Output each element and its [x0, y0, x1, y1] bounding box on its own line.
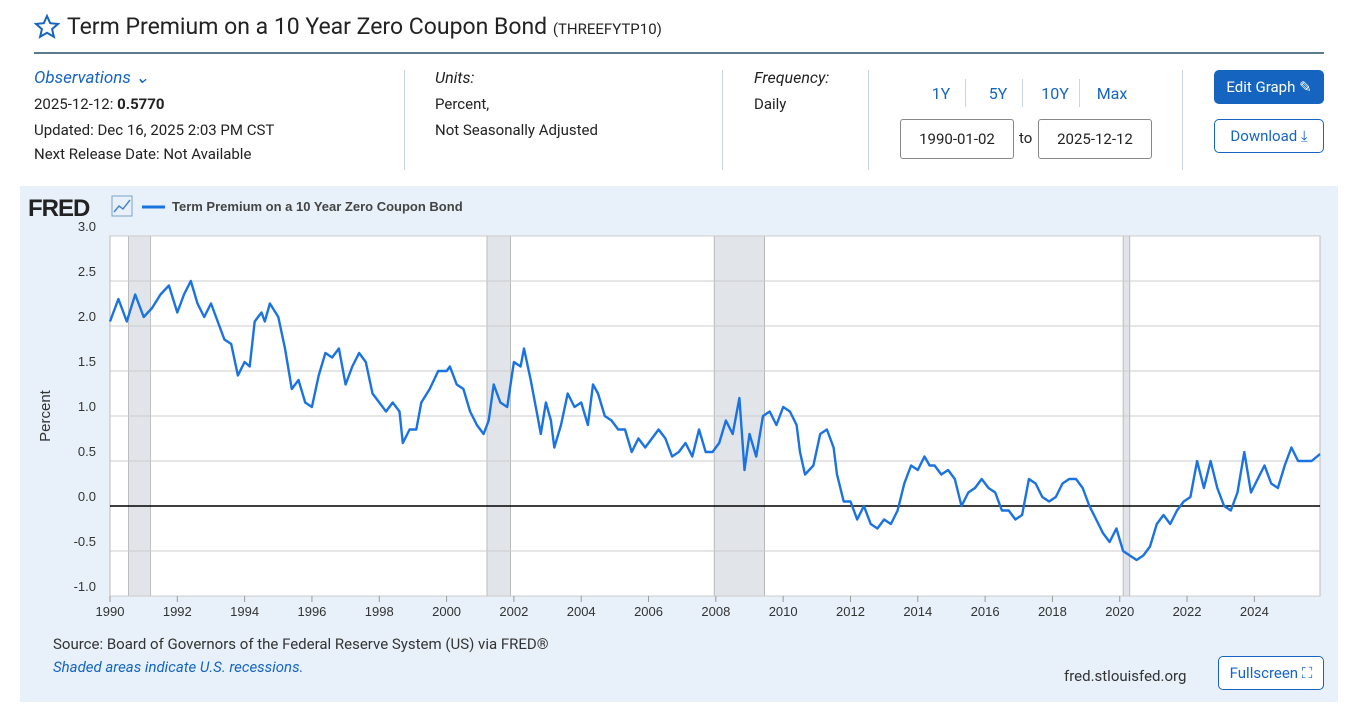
to: to [1019, 129, 1033, 147]
units-label: Units: [435, 68, 475, 87]
fullscreen[interactable]: Fullscreen ⛶ [1218, 656, 1324, 690]
frequency-label: Frequency: [754, 68, 830, 87]
shaded-note[interactable]: Shaded areas indicate U.S. recessions. [53, 658, 304, 676]
x-tick-label: 2012 [836, 604, 865, 619]
title-text: Term Premium on a 10 Year Zero Coupon Bo… [67, 13, 548, 40]
y-tick-label: 1.0 [78, 399, 96, 414]
y-tick-label: 2.0 [78, 309, 96, 324]
x-tick-label: 2010 [769, 604, 798, 619]
rule [34, 52, 1324, 54]
y-tick-label: 1.5 [78, 354, 96, 369]
source: Source: Board of Governors of the Federa… [53, 635, 549, 653]
logo-icon [113, 199, 131, 213]
x-tick-label: 1996 [297, 604, 326, 619]
x-tick-label: 2020 [1105, 604, 1134, 619]
series-line [108, 279, 1321, 562]
updated: Updated: Dec 16, 2025 2:03 PM CST [34, 121, 275, 139]
range-button[interactable]: 1Y [931, 84, 951, 103]
x-tick-label: 2004 [567, 604, 596, 619]
x-tick-label: 2018 [1038, 604, 1067, 619]
download[interactable]: Download ⤓ [1214, 119, 1324, 153]
obs: 2025-12-12: 0.5770 [34, 95, 165, 113]
separator [1022, 79, 1023, 107]
edit-graph[interactable]: Edit Graph ✎ [1214, 70, 1324, 104]
x-tick-label: 1990 [96, 604, 125, 619]
next-release: Next Release Date: Not Available [34, 145, 252, 163]
title: Term Premium on a 10 Year Zero Coupon Bo… [67, 13, 662, 40]
star-icon[interactable] [34, 14, 60, 40]
range-button[interactable]: 5Y [988, 84, 1008, 103]
site: fred.stlouisfed.org [1064, 667, 1187, 685]
x-tick-label: 2000 [432, 604, 461, 619]
y-tick-label: 0.0 [78, 489, 96, 504]
x-tick-label: 1998 [365, 604, 394, 619]
x-tick-label: 2016 [971, 604, 1000, 619]
x-tick-label: 2024 [1240, 604, 1269, 619]
separator [1079, 79, 1080, 107]
end-date[interactable]: 2025-12-12 [1038, 119, 1152, 159]
y-tick-label: 3.0 [78, 219, 96, 234]
x-tick-label: 1992 [163, 604, 192, 619]
range-button[interactable]: Max [1096, 84, 1128, 103]
separator [965, 79, 966, 107]
y-tick-label: 0.5 [78, 444, 96, 459]
x-tick-label: 2014 [903, 604, 932, 619]
units: Not Seasonally Adjusted [435, 121, 598, 139]
series-id: (THREEFYTP10) [552, 20, 662, 38]
observations-toggle[interactable]: Observations ⌄ [34, 68, 150, 88]
legend-label: Term Premium on a 10 Year Zero Coupon Bo… [172, 199, 463, 214]
range-button[interactable]: 10Y [1041, 84, 1069, 103]
y-tick-label: 2.5 [78, 264, 96, 279]
y-axis-label: Percent [37, 389, 54, 442]
units: Percent, [435, 95, 490, 113]
start-date[interactable]: 1990-01-02 [900, 119, 1014, 159]
y-tick-label: -0.5 [74, 534, 96, 549]
frequency: Daily [754, 95, 787, 113]
x-tick-label: 1994 [230, 604, 259, 619]
logo: FRED [28, 195, 90, 222]
x-tick-label: 2008 [701, 604, 730, 619]
x-tick-label: 2002 [499, 604, 528, 619]
logo-icon [111, 195, 133, 217]
x-tick-label: 2006 [634, 604, 663, 619]
x-tick-label: 2022 [1173, 604, 1202, 619]
y-tick-label: -1.0 [74, 579, 96, 594]
